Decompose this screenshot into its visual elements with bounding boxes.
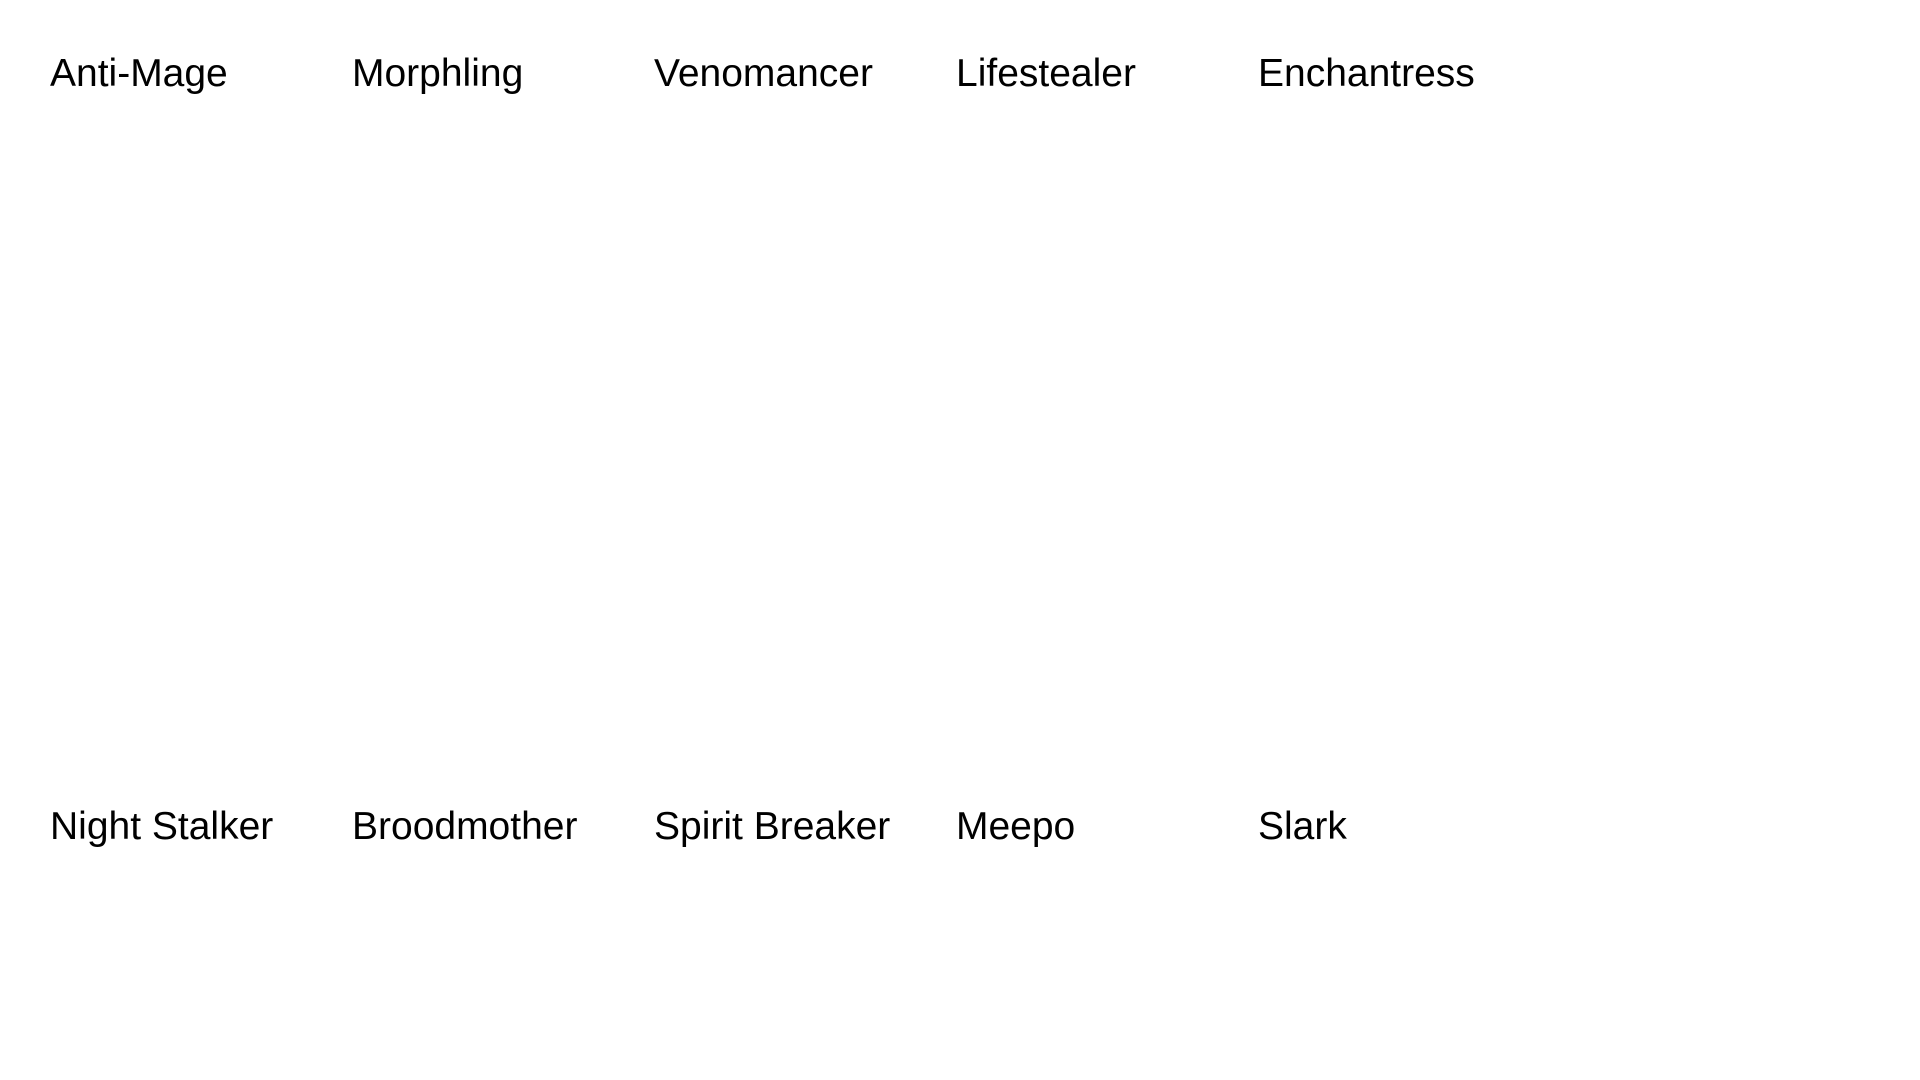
- hero-label-morphling: Morphling: [352, 52, 524, 95]
- hero-row-top: Anti-Mage Morphling Venomancer Lifesteal…: [50, 52, 1560, 96]
- hero-label-spirit-breaker: Spirit Breaker: [654, 805, 891, 848]
- hero-row-bottom: Night Stalker Broodmother Spirit Breaker…: [50, 805, 1560, 849]
- hero-label-anti-mage: Anti-Mage: [50, 52, 228, 95]
- hero-label-night-stalker: Night Stalker: [50, 805, 274, 848]
- hero-label-enchantress: Enchantress: [1258, 52, 1475, 95]
- hero-label-lifestealer: Lifestealer: [956, 52, 1136, 95]
- hero-label-venomancer: Venomancer: [654, 52, 873, 95]
- hero-label-meepo: Meepo: [956, 805, 1076, 848]
- hero-label-slark: Slark: [1258, 805, 1347, 848]
- hero-label-broodmother: Broodmother: [352, 805, 578, 848]
